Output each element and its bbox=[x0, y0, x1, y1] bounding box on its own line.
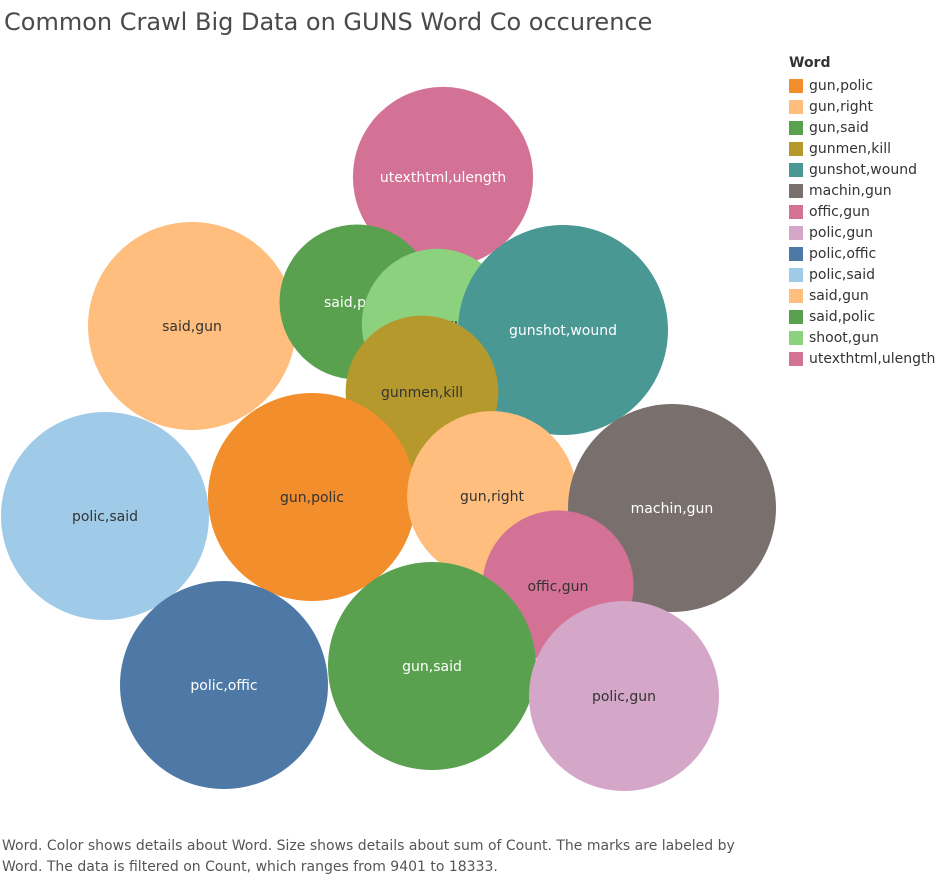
legend-swatch bbox=[789, 225, 803, 240]
legend-item[interactable]: machin,gun bbox=[789, 180, 941, 201]
bubble-label: utexthtml,ulength bbox=[380, 170, 506, 186]
legend-label: said,gun bbox=[809, 287, 869, 304]
caption-line-2: Word. The data is filtered on Count, whi… bbox=[2, 859, 498, 875]
legend-swatch bbox=[789, 120, 803, 135]
legend-swatch bbox=[789, 309, 803, 324]
bubble-label: machin,gun bbox=[631, 501, 714, 517]
legend-label: gunmen,kill bbox=[809, 140, 891, 157]
bubble[interactable]: gun,polic bbox=[208, 393, 416, 601]
bubble[interactable]: gunshot,wound bbox=[458, 225, 668, 435]
legend-label: polic,said bbox=[809, 266, 876, 283]
bubble-label: said,gun bbox=[162, 319, 222, 335]
bubble[interactable]: said,gun bbox=[88, 222, 296, 430]
legend-swatch bbox=[789, 246, 803, 261]
legend-swatch bbox=[789, 204, 803, 219]
legend-item[interactable]: gunmen,kill bbox=[789, 138, 941, 159]
bubble[interactable]: polic,said bbox=[1, 412, 209, 620]
bubble-circle[interactable] bbox=[352, 86, 534, 268]
bubble-label: gun,said bbox=[402, 659, 462, 675]
legend-item[interactable]: shoot,gun bbox=[789, 327, 941, 348]
bubble-label: polic,gun bbox=[592, 689, 656, 705]
legend-swatch bbox=[789, 183, 803, 198]
legend-item[interactable]: said,gun bbox=[789, 285, 941, 306]
caption-line-1: Word. Color shows details about Word. Si… bbox=[2, 838, 735, 854]
legend-item[interactable]: said,polic bbox=[789, 306, 941, 327]
caption: Word. Color shows details about Word. Si… bbox=[2, 836, 902, 878]
legend-label: said,polic bbox=[809, 308, 876, 325]
legend-label: gunshot,wound bbox=[809, 161, 917, 178]
legend-label: offic,gun bbox=[809, 203, 870, 220]
legend-item[interactable]: polic,said bbox=[789, 264, 941, 285]
legend-item[interactable]: gun,right bbox=[789, 96, 941, 117]
bubble-label: polic,said bbox=[72, 509, 138, 525]
bubble-label: gunmen,kill bbox=[381, 385, 463, 401]
bubble-label: polic,offic bbox=[190, 678, 257, 694]
legend-swatch bbox=[789, 351, 803, 366]
bubble-circle[interactable] bbox=[1, 412, 209, 620]
legend-label: gun,right bbox=[809, 98, 873, 115]
legend-item[interactable]: offic,gun bbox=[789, 201, 941, 222]
legend-label: gun,said bbox=[809, 119, 869, 136]
bubble-circle[interactable] bbox=[88, 222, 296, 430]
bubble-label: offic,gun bbox=[528, 579, 589, 595]
legend: Word gun,polic gun,right gun,said gunmen,ki… bbox=[789, 55, 941, 369]
bubble-circle[interactable] bbox=[529, 601, 719, 791]
legend-label: utexthtml,ulength bbox=[809, 350, 936, 367]
legend-item[interactable]: gun,polic bbox=[789, 75, 941, 96]
legend-item[interactable]: utexthtml,ulength bbox=[789, 348, 941, 369]
legend-items: gun,polic gun,right gun,said gunmen,kill gun… bbox=[789, 75, 941, 369]
legend-swatch bbox=[789, 288, 803, 303]
legend-label: polic,offic bbox=[809, 245, 877, 262]
legend-item[interactable]: gunshot,wound bbox=[789, 159, 941, 180]
legend-swatch bbox=[789, 78, 803, 93]
legend-title: Word bbox=[789, 55, 831, 71]
bubble-label: gun,right bbox=[460, 489, 524, 505]
bubble[interactable]: utexthtml,ulength bbox=[352, 86, 534, 268]
legend-item[interactable]: polic,gun bbox=[789, 222, 941, 243]
bubble[interactable]: gun,said bbox=[328, 562, 536, 770]
legend-item[interactable]: gun,said bbox=[789, 117, 941, 138]
bubble-label: gunshot,wound bbox=[509, 323, 617, 339]
bubble[interactable]: polic,offic bbox=[120, 581, 328, 789]
legend-swatch bbox=[789, 267, 803, 282]
bubble[interactable]: polic,gun bbox=[529, 601, 719, 791]
bubble-circle[interactable] bbox=[208, 393, 416, 601]
legend-swatch bbox=[789, 162, 803, 177]
legend-label: polic,gun bbox=[809, 224, 874, 241]
bubble-chart: utexthtml,ulengthsaid,gunsaid,policshoot… bbox=[1, 86, 776, 791]
legend-swatch bbox=[789, 99, 803, 114]
chart-title: Common Crawl Big Data on GUNS Word Co oc… bbox=[4, 8, 653, 36]
bubble-circle[interactable] bbox=[458, 225, 668, 435]
bubble-label: gun,polic bbox=[280, 490, 344, 506]
bubble-circle[interactable] bbox=[328, 562, 536, 770]
legend-label: gun,polic bbox=[809, 77, 874, 94]
bubble-circle[interactable] bbox=[120, 581, 328, 789]
legend-label: machin,gun bbox=[809, 182, 892, 199]
legend-item[interactable]: polic,offic bbox=[789, 243, 941, 264]
legend-swatch bbox=[789, 141, 803, 156]
legend-label: shoot,gun bbox=[809, 329, 879, 346]
legend-swatch bbox=[789, 330, 803, 345]
